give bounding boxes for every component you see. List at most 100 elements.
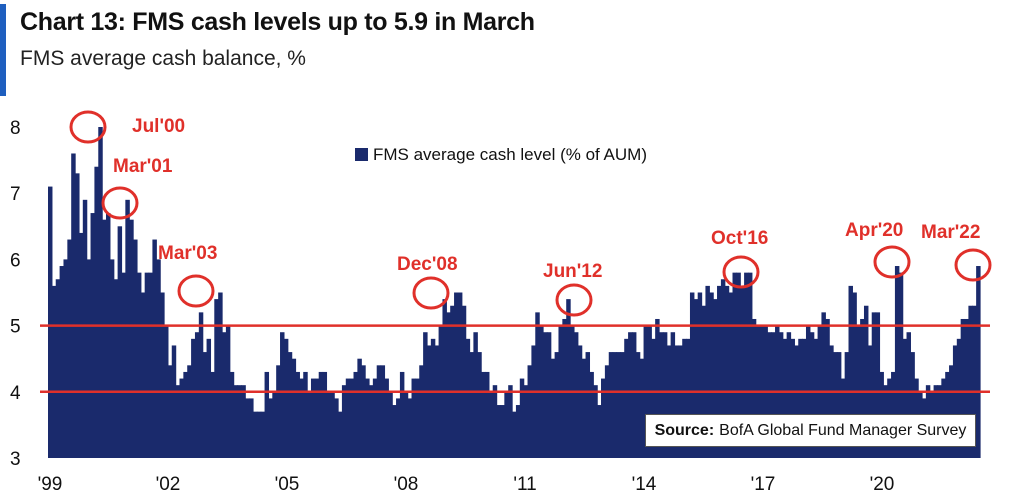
bar: [469, 352, 474, 458]
bar: [218, 292, 223, 458]
bar: [949, 365, 954, 458]
bar: [198, 312, 204, 458]
bar: [848, 285, 853, 458]
bar: [546, 332, 552, 458]
bar: [910, 352, 915, 458]
bar: [964, 318, 969, 458]
bar: [678, 345, 683, 458]
bar: [113, 279, 119, 458]
bar: [117, 226, 123, 458]
bar: [372, 378, 378, 458]
bar: [562, 318, 567, 458]
annotation-label: Dec'08: [397, 254, 458, 275]
bar: [229, 371, 235, 458]
bar: [682, 338, 687, 458]
bar: [376, 365, 382, 458]
bar: [237, 385, 242, 458]
bar: [426, 345, 432, 458]
bar: [527, 365, 533, 458]
bar: [330, 391, 335, 458]
bar: [860, 318, 865, 458]
bar: [407, 398, 413, 458]
bar: [666, 345, 672, 458]
bar: [249, 398, 254, 458]
bar: [508, 385, 513, 458]
bar: [71, 153, 76, 459]
bar: [403, 391, 409, 458]
bar: [283, 338, 289, 458]
bar: [94, 166, 99, 458]
bar: [136, 272, 142, 458]
bar: [338, 411, 343, 458]
bar: [585, 352, 591, 458]
bar: [183, 371, 188, 458]
bar: [573, 332, 579, 458]
annotation-circle: [954, 248, 992, 282]
x-axis: '99 '02 '05 '08 '11 '14 '17 '20: [38, 474, 895, 495]
bar: [280, 332, 285, 458]
bar: [477, 352, 482, 458]
bar: [821, 312, 826, 458]
bar: [713, 299, 718, 458]
bar: [465, 338, 471, 458]
bar: [604, 365, 610, 458]
x-tick-label: '11: [513, 474, 536, 495]
bar: [206, 338, 212, 458]
bar: [488, 391, 494, 458]
bar: [457, 292, 463, 458]
bar: [809, 332, 815, 458]
annotation-label: Jun'12: [543, 261, 602, 282]
bar: [392, 405, 397, 458]
bar: [222, 332, 227, 458]
y-tick-label: 5: [10, 317, 21, 338]
bar: [786, 332, 792, 458]
bar: [709, 292, 714, 458]
bar: [75, 173, 80, 458]
bar: [461, 305, 467, 458]
bar: [844, 352, 850, 458]
bar: [651, 338, 656, 458]
bar: [705, 285, 710, 458]
bar: [875, 312, 881, 458]
bar: [829, 345, 834, 458]
bar: [167, 365, 173, 458]
bar: [972, 305, 977, 458]
bar: [894, 266, 900, 458]
chart-subtitle: FMS average cash balance, %: [20, 47, 306, 70]
bar: [423, 332, 428, 458]
bar: [813, 338, 819, 458]
bar: [740, 285, 745, 458]
x-tick-label: '99: [38, 474, 63, 495]
bar: [368, 385, 374, 458]
bar: [322, 371, 328, 458]
annotation-label: Mar'01: [113, 156, 173, 177]
bar: [48, 186, 53, 458]
source-text: BofA Global Fund Manager Survey: [719, 421, 967, 439]
bar: [697, 292, 703, 458]
y-tick-label: 4: [10, 383, 21, 404]
bar: [396, 398, 401, 458]
bar: [260, 411, 266, 458]
bar: [430, 338, 436, 458]
bar: [179, 378, 184, 458]
annotation-circle: [555, 283, 593, 317]
bar: [744, 272, 749, 458]
bar: [782, 338, 788, 458]
annotation-circle: [412, 276, 450, 310]
bar: [732, 272, 737, 458]
reference-lines: [40, 324, 990, 394]
bar: [492, 385, 498, 458]
bar: [210, 371, 215, 458]
bar: [419, 365, 424, 458]
bar: [689, 292, 695, 458]
x-tick-label: '20: [870, 474, 895, 495]
bar: [956, 338, 962, 458]
bar: [233, 385, 239, 458]
bar: [597, 405, 602, 458]
bar: [519, 378, 525, 458]
bar: [245, 398, 250, 458]
bar: [481, 371, 486, 458]
bar: [952, 345, 958, 458]
bar: [976, 266, 981, 458]
